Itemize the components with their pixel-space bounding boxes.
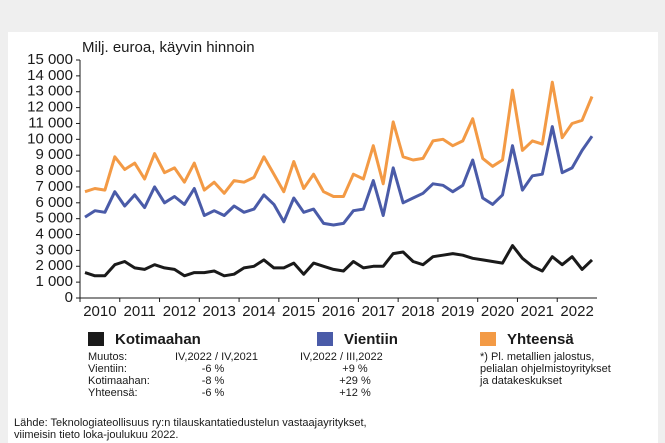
series-line bbox=[84, 125, 594, 227]
legend-swatch bbox=[317, 332, 333, 346]
legend-swatch bbox=[88, 332, 104, 346]
table-cell: -6 % bbox=[202, 363, 225, 375]
y-tick-label: 7 000 bbox=[35, 178, 73, 195]
x-tick-label: 2010 bbox=[83, 303, 116, 320]
x-tick-label: 2022 bbox=[560, 303, 593, 320]
y-tick-label: 4 000 bbox=[35, 226, 73, 243]
x-tick-label: 2011 bbox=[124, 303, 156, 320]
x-tick-label: 2019 bbox=[441, 303, 474, 320]
table-row-label: Vientiin: bbox=[88, 363, 127, 375]
x-tick-label: 2013 bbox=[203, 303, 236, 320]
footnote: pelialan ohjelmistoyritykset bbox=[480, 363, 611, 375]
y-tick-label: 10 000 bbox=[27, 130, 73, 147]
y-tick-label: 0 bbox=[65, 289, 73, 306]
series-line bbox=[84, 244, 594, 278]
table-cell: +29 % bbox=[339, 375, 371, 387]
y-tick-label: 11 000 bbox=[28, 114, 73, 131]
source: viimeisin tieto loka-joulukuu 2022. bbox=[14, 429, 178, 441]
table-column: IV,2022 / IV,2021 bbox=[175, 351, 258, 363]
y-tick-label: 12 000 bbox=[27, 99, 73, 116]
table-cell: +12 % bbox=[339, 387, 371, 399]
y-tick-label: 14 000 bbox=[27, 67, 73, 84]
legend-label: Vientiin bbox=[344, 331, 398, 348]
x-tick-label: 2015 bbox=[282, 303, 315, 320]
footnote: *) Pl. metallien jalostus, bbox=[480, 351, 594, 363]
x-tick-label: 2017 bbox=[362, 303, 395, 320]
y-tick-label: 1 000 bbox=[35, 273, 73, 290]
table-cell: +9 % bbox=[342, 363, 368, 375]
table-row-label: Yhteensä: bbox=[88, 387, 138, 399]
table-column: IV,2022 / III,2022 bbox=[300, 351, 383, 363]
y-tick-label: 15 000 bbox=[27, 51, 73, 68]
x-tick-label: 2012 bbox=[163, 303, 196, 320]
changes-table: Muutos: IV,2022 / IV,2021 IV,2022 / III,… bbox=[88, 351, 383, 363]
legend-label: Yhteensä bbox=[507, 331, 574, 348]
axis-title: Milj. euroa, käyvin hinnoin bbox=[82, 39, 255, 56]
legend-label: Kotimaahan bbox=[115, 331, 201, 348]
x-tick-label: 2016 bbox=[322, 303, 355, 320]
y-tick-label: 2 000 bbox=[35, 257, 73, 274]
y-tick-label: 9 000 bbox=[35, 146, 73, 163]
source: Lähde: Teknologiateollisuus ry:n tilausk… bbox=[14, 417, 367, 429]
table-cell: -6 % bbox=[202, 387, 225, 399]
y-tick-label: 6 000 bbox=[35, 194, 73, 211]
table-cell: -8 % bbox=[202, 375, 225, 387]
y-tick-label: 3 000 bbox=[35, 241, 73, 258]
y-tick-label: 5 000 bbox=[35, 210, 73, 227]
series-line bbox=[84, 80, 594, 198]
x-tick-label: 2014 bbox=[242, 303, 275, 320]
x-tick-label: 2020 bbox=[481, 303, 514, 320]
table-heading: Muutos: bbox=[88, 351, 127, 363]
footnote: ja datakeskukset bbox=[479, 375, 562, 387]
x-tick-label: 2021 bbox=[521, 303, 554, 320]
y-tick-label: 13 000 bbox=[27, 83, 73, 100]
table-row-label: Kotimaahan: bbox=[88, 375, 150, 387]
x-tick-label: 2018 bbox=[401, 303, 434, 320]
y-tick-label: 8 000 bbox=[35, 162, 73, 179]
legend-swatch bbox=[480, 332, 496, 346]
